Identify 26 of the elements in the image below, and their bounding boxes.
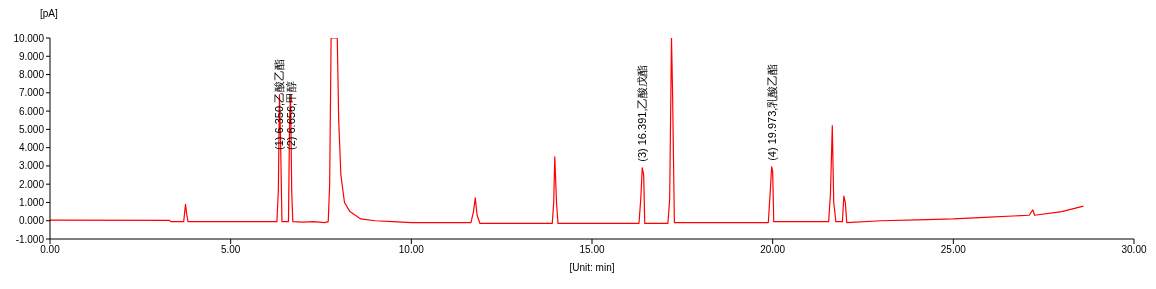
y-tick-label: 0.000 xyxy=(18,215,45,227)
y-tick-label: 2.000 xyxy=(18,178,45,190)
x-tick-label: 30.00 xyxy=(1121,244,1147,256)
y-tick-label: 7.000 xyxy=(18,87,45,99)
annotation: (3) 16.391,乙酸戊酯 xyxy=(636,64,649,162)
annotation: (2) 6.656,甲醇 xyxy=(284,80,297,150)
y-tick-label: 10.000 xyxy=(13,32,45,44)
annotation: (4) 19.973,乳酸乙酯 xyxy=(765,63,778,161)
y-tick-label: 6.000 xyxy=(18,105,45,117)
x-tick-label: 5.00 xyxy=(220,244,241,256)
y-tick-label: 1.000 xyxy=(18,197,45,208)
y-tick-label: 8.000 xyxy=(18,69,45,81)
y-axis-title: [pA] xyxy=(40,8,58,19)
line-series xyxy=(50,38,1085,225)
y-tick-label: 9.000 xyxy=(18,50,45,62)
y-tick-label: -1.000 xyxy=(15,233,45,245)
x-tick-label: 10.00 xyxy=(398,244,425,256)
x-tick-label: 0.00 xyxy=(40,244,61,256)
y-tick-label: 5.000 xyxy=(18,123,45,135)
annotation: (1) 6.350,乙酸乙酯 xyxy=(273,58,286,150)
x-tick-label: 20.00 xyxy=(760,244,786,256)
x-tick-label: 15.00 xyxy=(579,244,605,256)
x-axis-title: [Unit: min] xyxy=(569,262,615,273)
y-tick-label: 4.000 xyxy=(18,142,45,154)
y-tick-label: 3.000 xyxy=(18,160,45,172)
x-tick-label: 25.00 xyxy=(940,244,967,256)
